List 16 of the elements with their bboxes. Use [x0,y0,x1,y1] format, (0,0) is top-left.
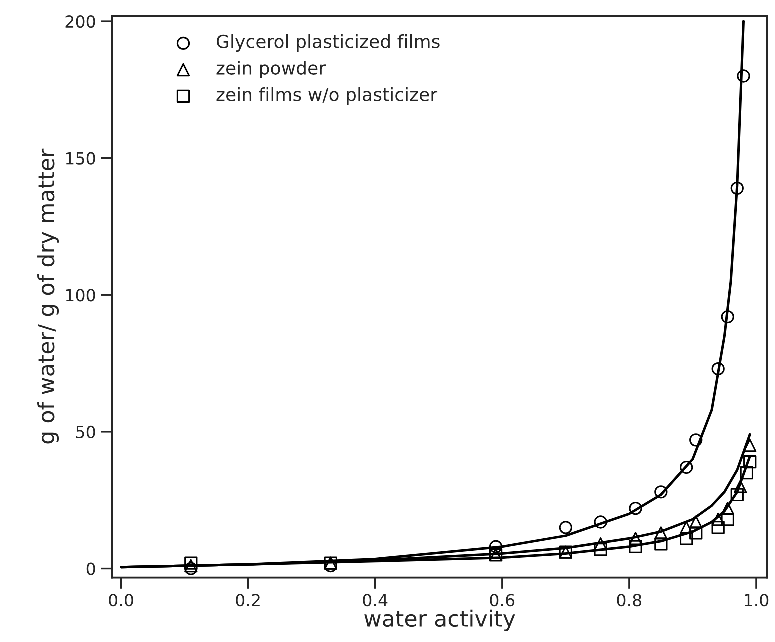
x-tick-label: 0.0 [109,594,134,607]
y-tick-label: 0 [86,562,96,576]
x-tick-label: 1.0 [745,594,769,607]
y-tick-label: 200 [66,15,96,28]
legend-label: zein powder [216,61,326,78]
y-axis-title: g of water/ g of dry matter [38,148,60,444]
legend-label: zein films w/o plasticizer [216,88,438,105]
x-tick-label: 0.2 [236,594,260,607]
y-tick-label: 150 [66,152,96,165]
x-tick-label: 0.4 [363,594,388,607]
x-tick-label: 0.8 [617,594,642,607]
legend-label: Glycerol plasticized films [217,34,440,52]
y-tick-label: 100 [66,289,96,302]
x-tick-label: 0.6 [490,594,515,607]
x-axis-title: water activity [364,610,516,632]
y-tick-label: 50 [76,426,96,439]
